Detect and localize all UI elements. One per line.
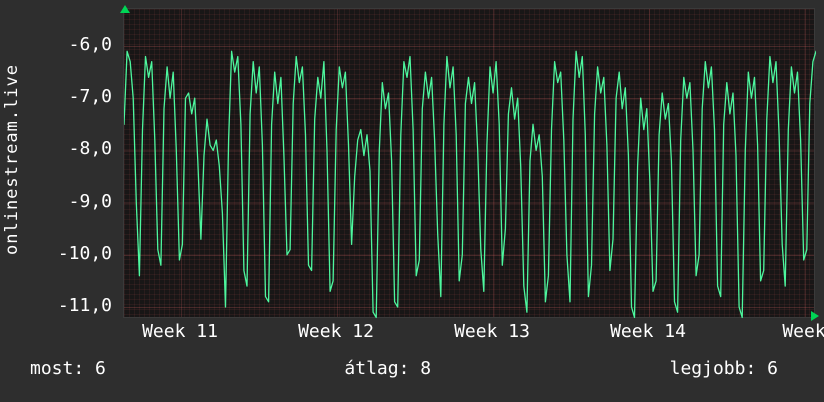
x-tick-label: Week 13	[454, 321, 530, 342]
x-tick-label: Week 11	[142, 321, 218, 342]
y-axis-labels: -6,0 -7,0 -8,0 -9,0 -10,0 -11,0	[0, 0, 112, 330]
x-tick-label: Week	[782, 321, 824, 342]
y-tick-label: -10,0	[57, 242, 112, 264]
series-chart	[124, 50, 816, 319]
stat-best: legjobb: 6	[669, 358, 778, 379]
stat-now: most: 6	[30, 358, 106, 379]
stats-footer: most: 6 átlag: 8 legjobb: 6	[0, 358, 824, 379]
x-tick-label: Week 12	[298, 321, 374, 342]
axis-arrow-right-icon	[811, 311, 819, 321]
series-line	[124, 50, 816, 319]
stat-avg: átlag: 8	[344, 358, 432, 379]
axis-arrow-up-icon	[120, 5, 130, 13]
y-tick-label: -11,0	[57, 294, 112, 316]
x-tick-label: Week 14	[610, 321, 686, 342]
plot-area	[120, 5, 819, 321]
y-tick-label: -6,0	[68, 34, 112, 56]
y-tick-label: -8,0	[68, 138, 112, 160]
y-tick-label: -9,0	[68, 190, 112, 212]
y-tick-label: -7,0	[68, 86, 112, 108]
